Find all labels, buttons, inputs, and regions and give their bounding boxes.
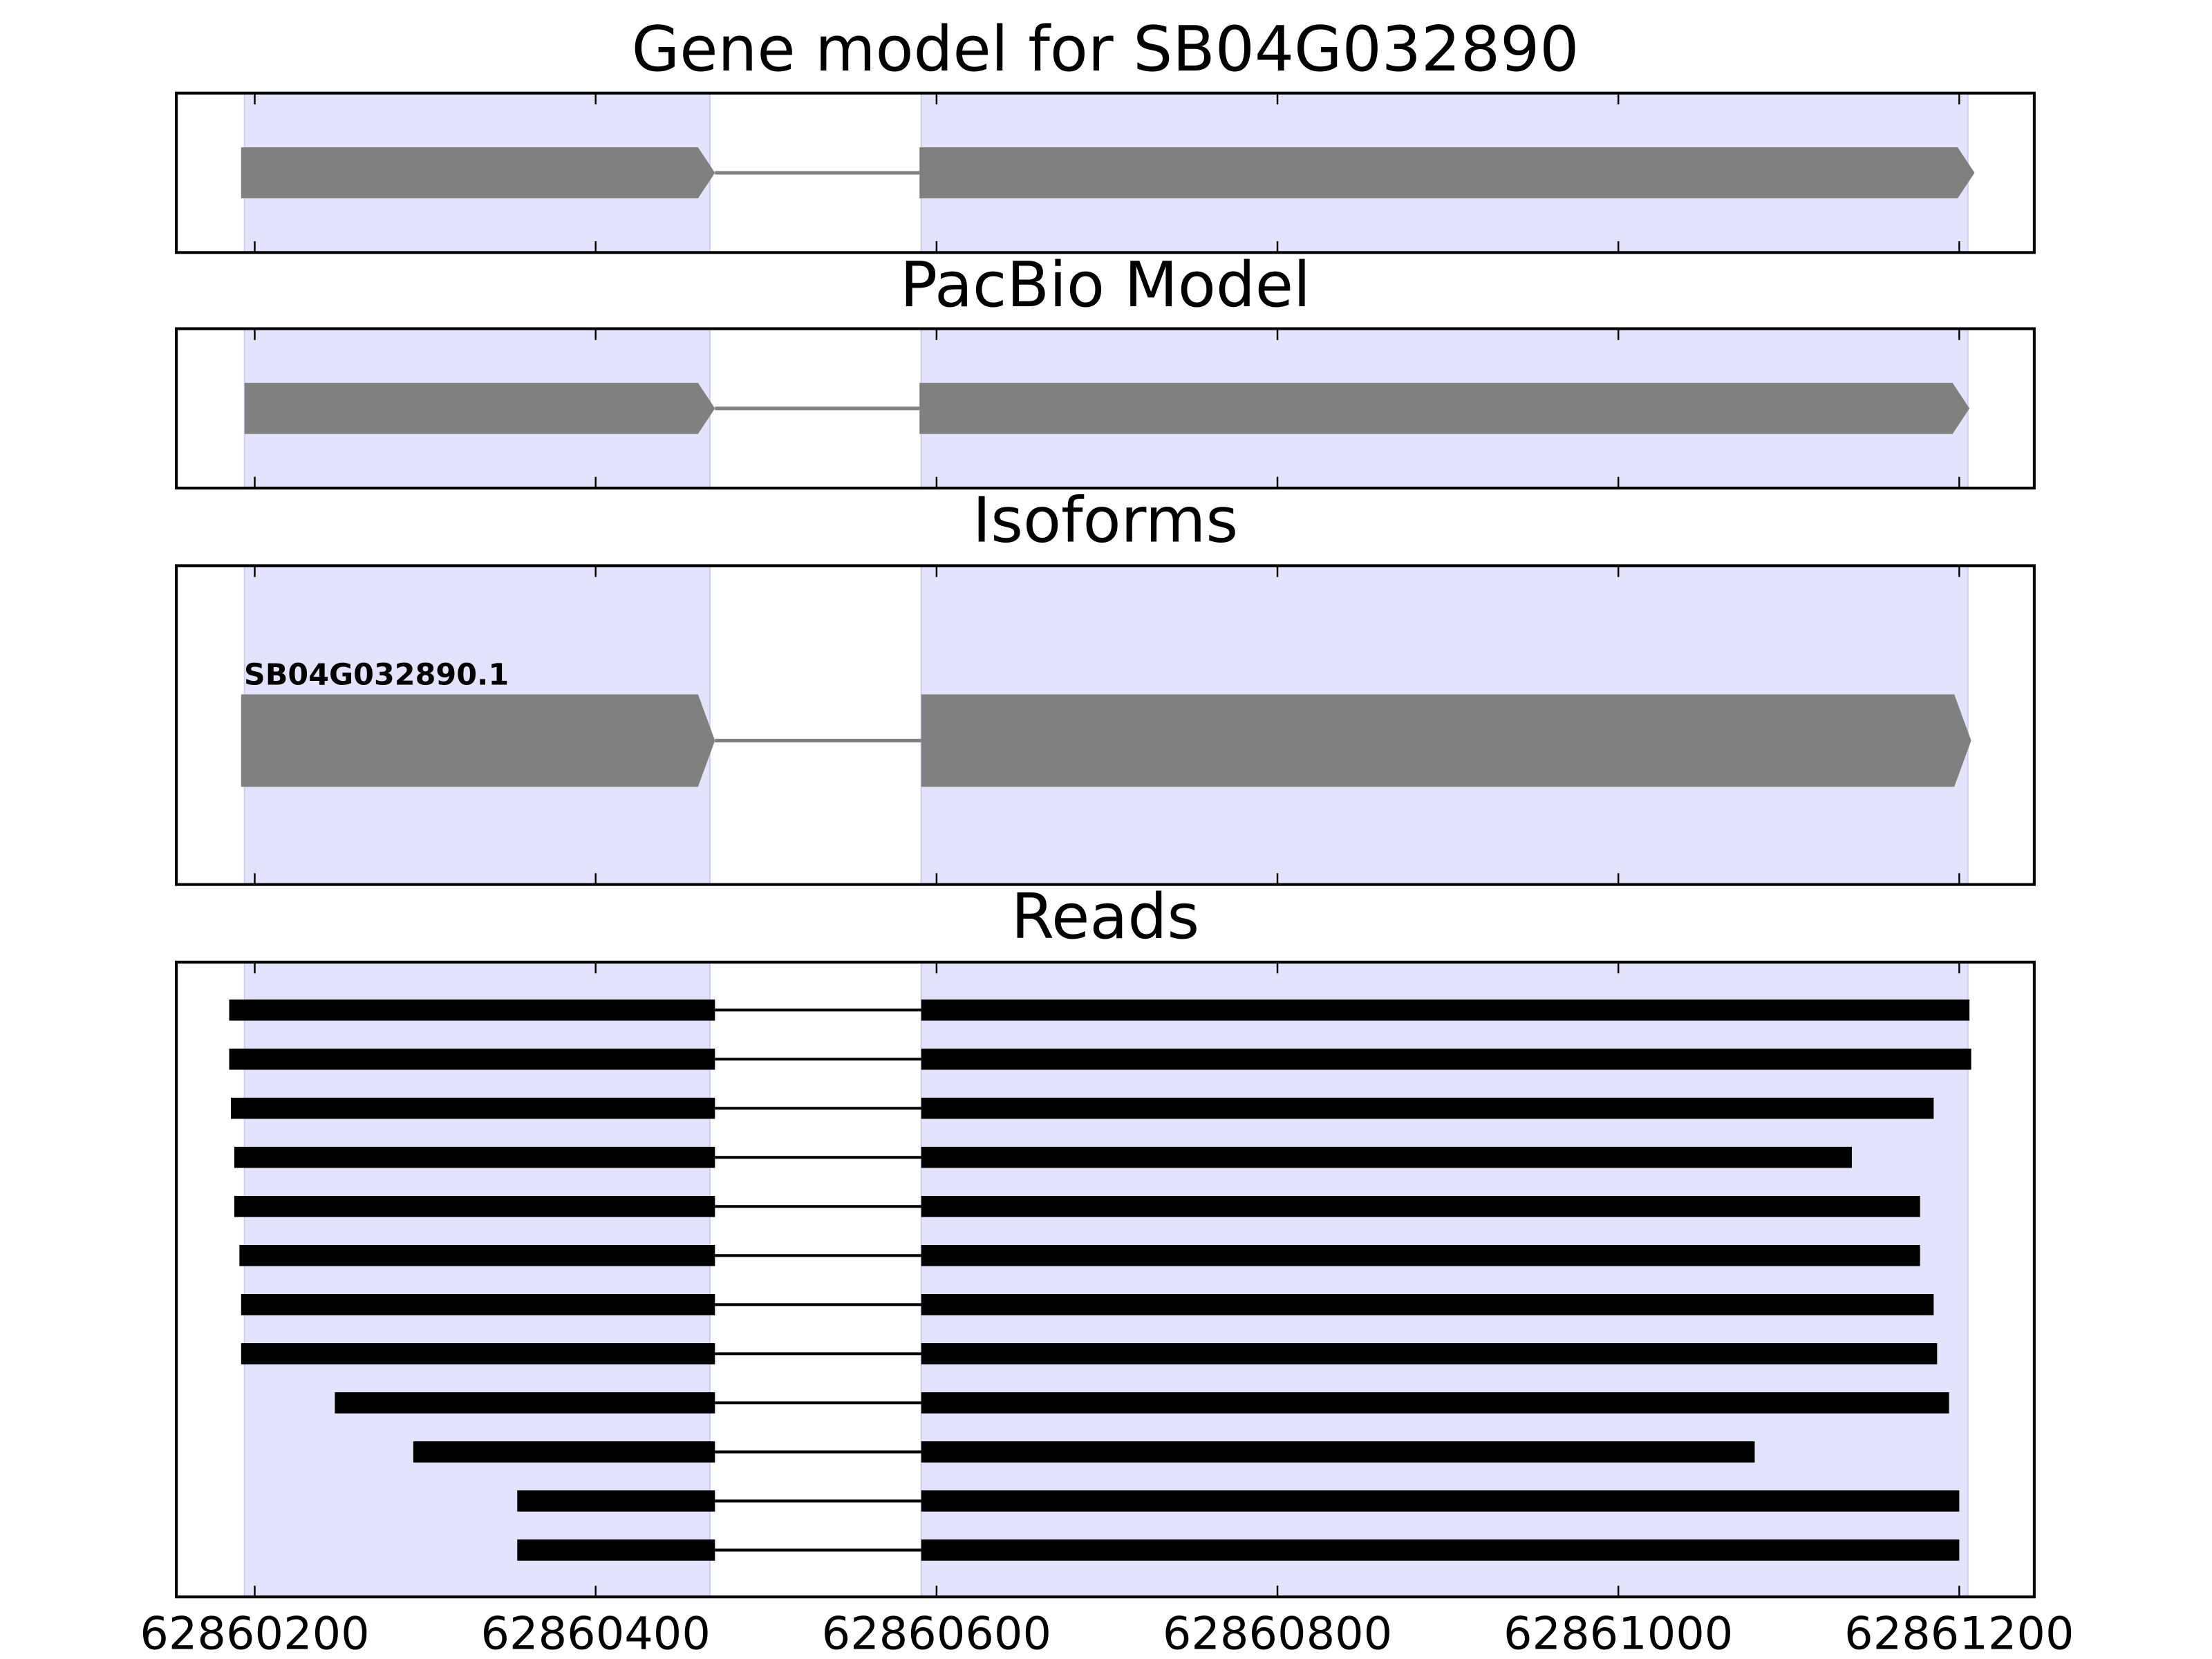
- read-block: [921, 1097, 1934, 1119]
- exon: [241, 147, 715, 198]
- read-block: [517, 1539, 715, 1561]
- read-block: [921, 1343, 1938, 1365]
- exon: [919, 382, 1970, 434]
- x-tick-label: 62860400: [481, 1607, 711, 1659]
- panel-frame: [175, 960, 2036, 1599]
- read-block: [241, 1294, 715, 1315]
- panel-frame: [175, 91, 2036, 254]
- read-block: [241, 1343, 715, 1365]
- exon: [244, 382, 715, 434]
- x-tick-label: 62861200: [1844, 1607, 2074, 1659]
- read-block: [239, 1245, 715, 1266]
- read-block: [921, 1294, 1934, 1315]
- panel: PacBio Model: [175, 250, 2036, 490]
- read-block: [921, 1441, 1755, 1463]
- panel-title: PacBio Model: [900, 250, 1311, 321]
- panel-title: Isoforms: [973, 485, 1238, 557]
- read-block: [229, 999, 715, 1021]
- read-block: [231, 1097, 715, 1119]
- panel-title: Gene model for SB04G032890: [632, 14, 1580, 86]
- read-block: [229, 1048, 715, 1070]
- exon: [241, 694, 715, 787]
- read-block: [921, 1539, 1960, 1561]
- read-block: [921, 1490, 1960, 1512]
- read-block: [517, 1490, 715, 1512]
- read-block: [335, 1392, 715, 1414]
- read-block: [234, 1146, 715, 1168]
- read-block: [921, 1245, 1920, 1266]
- exon: [919, 147, 1975, 198]
- panel-frame: [175, 564, 2036, 886]
- exon: [921, 694, 1971, 787]
- read-block: [921, 1146, 1853, 1168]
- panel: Isoforms SB04G032890.1: [175, 485, 2036, 886]
- read-block: [921, 1196, 1920, 1217]
- x-tick-label: 62860200: [140, 1607, 369, 1659]
- read-block: [921, 1392, 1949, 1414]
- read-block: [921, 999, 1970, 1021]
- x-tick-label: 62860800: [1163, 1607, 1392, 1659]
- read-block: [413, 1441, 715, 1463]
- panel: Gene model for SB04G032890: [175, 14, 2036, 254]
- isoform-label: SB04G032890.1: [244, 657, 509, 692]
- read-block: [921, 1048, 1971, 1070]
- panel-title: Reads: [1011, 881, 1199, 953]
- read-block: [234, 1196, 715, 1217]
- panel-frame: [175, 327, 2036, 490]
- x-tick-label: 62860600: [822, 1607, 1051, 1659]
- x-tick-label: 62861000: [1503, 1607, 1733, 1659]
- panel: Reads 62860200 62860400 62860600 62860800 628…: [140, 881, 2074, 1659]
